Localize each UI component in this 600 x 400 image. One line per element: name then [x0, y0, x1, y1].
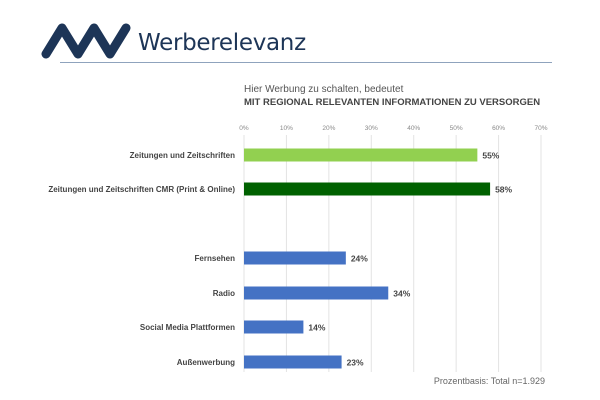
- category-label: Social Media Plattformen: [140, 323, 235, 332]
- bar: [244, 148, 478, 162]
- x-tick-label: 70%: [534, 125, 547, 132]
- bar: [244, 251, 346, 265]
- data-label: 34%: [393, 289, 410, 299]
- x-tick-label: 10%: [280, 125, 293, 132]
- x-tick-label: 50%: [450, 125, 463, 132]
- x-tick-label: 60%: [492, 125, 505, 132]
- x-tick-label: 30%: [365, 125, 378, 132]
- data-label: 23%: [347, 358, 364, 368]
- data-label: 24%: [351, 254, 368, 264]
- category-label: Zeitungen und Zeitschriften CMR (Print &…: [48, 185, 235, 194]
- x-tick-label: 40%: [407, 125, 420, 132]
- brand-title: Werberelevanz: [138, 30, 306, 56]
- data-label: 14%: [308, 323, 325, 333]
- header-divider: [60, 62, 552, 63]
- x-tick-label: 20%: [322, 125, 335, 132]
- category-label: Radio: [213, 289, 235, 298]
- category-label: Außenwerbung: [177, 358, 235, 367]
- chart-subtitle: Hier Werbung zu schalten, bedeutet: [244, 84, 404, 95]
- x-tick-label: 0%: [239, 125, 249, 132]
- data-label: 58%: [495, 185, 512, 195]
- category-label: Fernsehen: [195, 254, 236, 263]
- footnote: Prozentbasis: Total n=1.929: [433, 376, 545, 386]
- bar: [244, 286, 389, 300]
- data-label: 55%: [482, 151, 499, 161]
- bar: [244, 320, 304, 334]
- ma-logo: [41, 23, 131, 59]
- chart-title: MIT REGIONAL RELEVANTEN INFORMATIONEN ZU…: [244, 97, 541, 108]
- category-label: Zeitungen und Zeitschriften: [130, 151, 235, 160]
- bar: [244, 355, 342, 369]
- bar: [244, 182, 491, 196]
